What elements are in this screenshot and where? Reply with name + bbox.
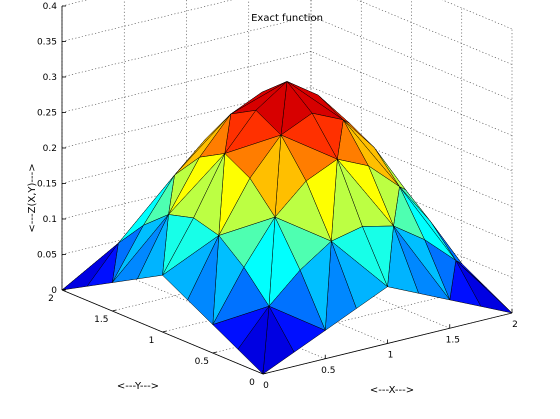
surface-patch xyxy=(137,214,169,280)
y-tick-label: 1.5 xyxy=(94,315,108,325)
y-tick-label: 0.5 xyxy=(195,357,209,367)
grid-line xyxy=(61,15,513,101)
x-tick-label: 1 xyxy=(388,351,394,361)
grid-line xyxy=(61,0,513,30)
x-tick-label: 0 xyxy=(263,381,269,391)
z-tick-label: 0.3 xyxy=(43,73,57,83)
z-tick-label: 0.25 xyxy=(37,109,57,119)
y-tick-label: 2 xyxy=(48,294,54,304)
y-tick xyxy=(212,351,217,354)
x-tick-label: 1.5 xyxy=(446,335,460,345)
x-tick-label: 0.5 xyxy=(321,366,335,376)
y-tick xyxy=(262,372,268,375)
surface-patches xyxy=(61,81,513,375)
grid-line xyxy=(61,0,513,65)
axis-labels: Exact function <---X---> <---Y---> <---Z… xyxy=(27,2,518,396)
grid-line xyxy=(61,51,513,136)
z-tick-label: 0.2 xyxy=(43,144,57,154)
z-tick-label: 0.35 xyxy=(37,38,57,48)
y-tick-label: 0 xyxy=(249,378,255,388)
y-axis-label: <---Y---> xyxy=(117,381,159,392)
z-tick-label: 0 xyxy=(51,286,57,296)
y-tick xyxy=(162,330,167,333)
grid-line xyxy=(61,157,513,243)
chart-title: Exact function xyxy=(251,13,323,24)
x-tick-label: 2 xyxy=(512,320,518,330)
grid-line xyxy=(61,122,513,207)
z-tick-label: 0.05 xyxy=(37,251,57,261)
surface-patch xyxy=(86,242,119,287)
x-axis-label: <---X---> xyxy=(370,385,414,396)
axis-ticks xyxy=(61,5,513,375)
y-tick xyxy=(112,309,117,312)
surface-patch xyxy=(187,235,220,325)
surface-patch xyxy=(237,305,270,375)
z-tick-label: 0.4 xyxy=(43,2,58,12)
z-tick-label: 0.15 xyxy=(37,180,57,190)
z-axis-label: <---Z(X,Y)---> xyxy=(27,163,38,232)
z-tick-label: 0.1 xyxy=(43,215,57,225)
y-tick-label: 1 xyxy=(149,336,155,346)
grid-line xyxy=(61,86,513,172)
